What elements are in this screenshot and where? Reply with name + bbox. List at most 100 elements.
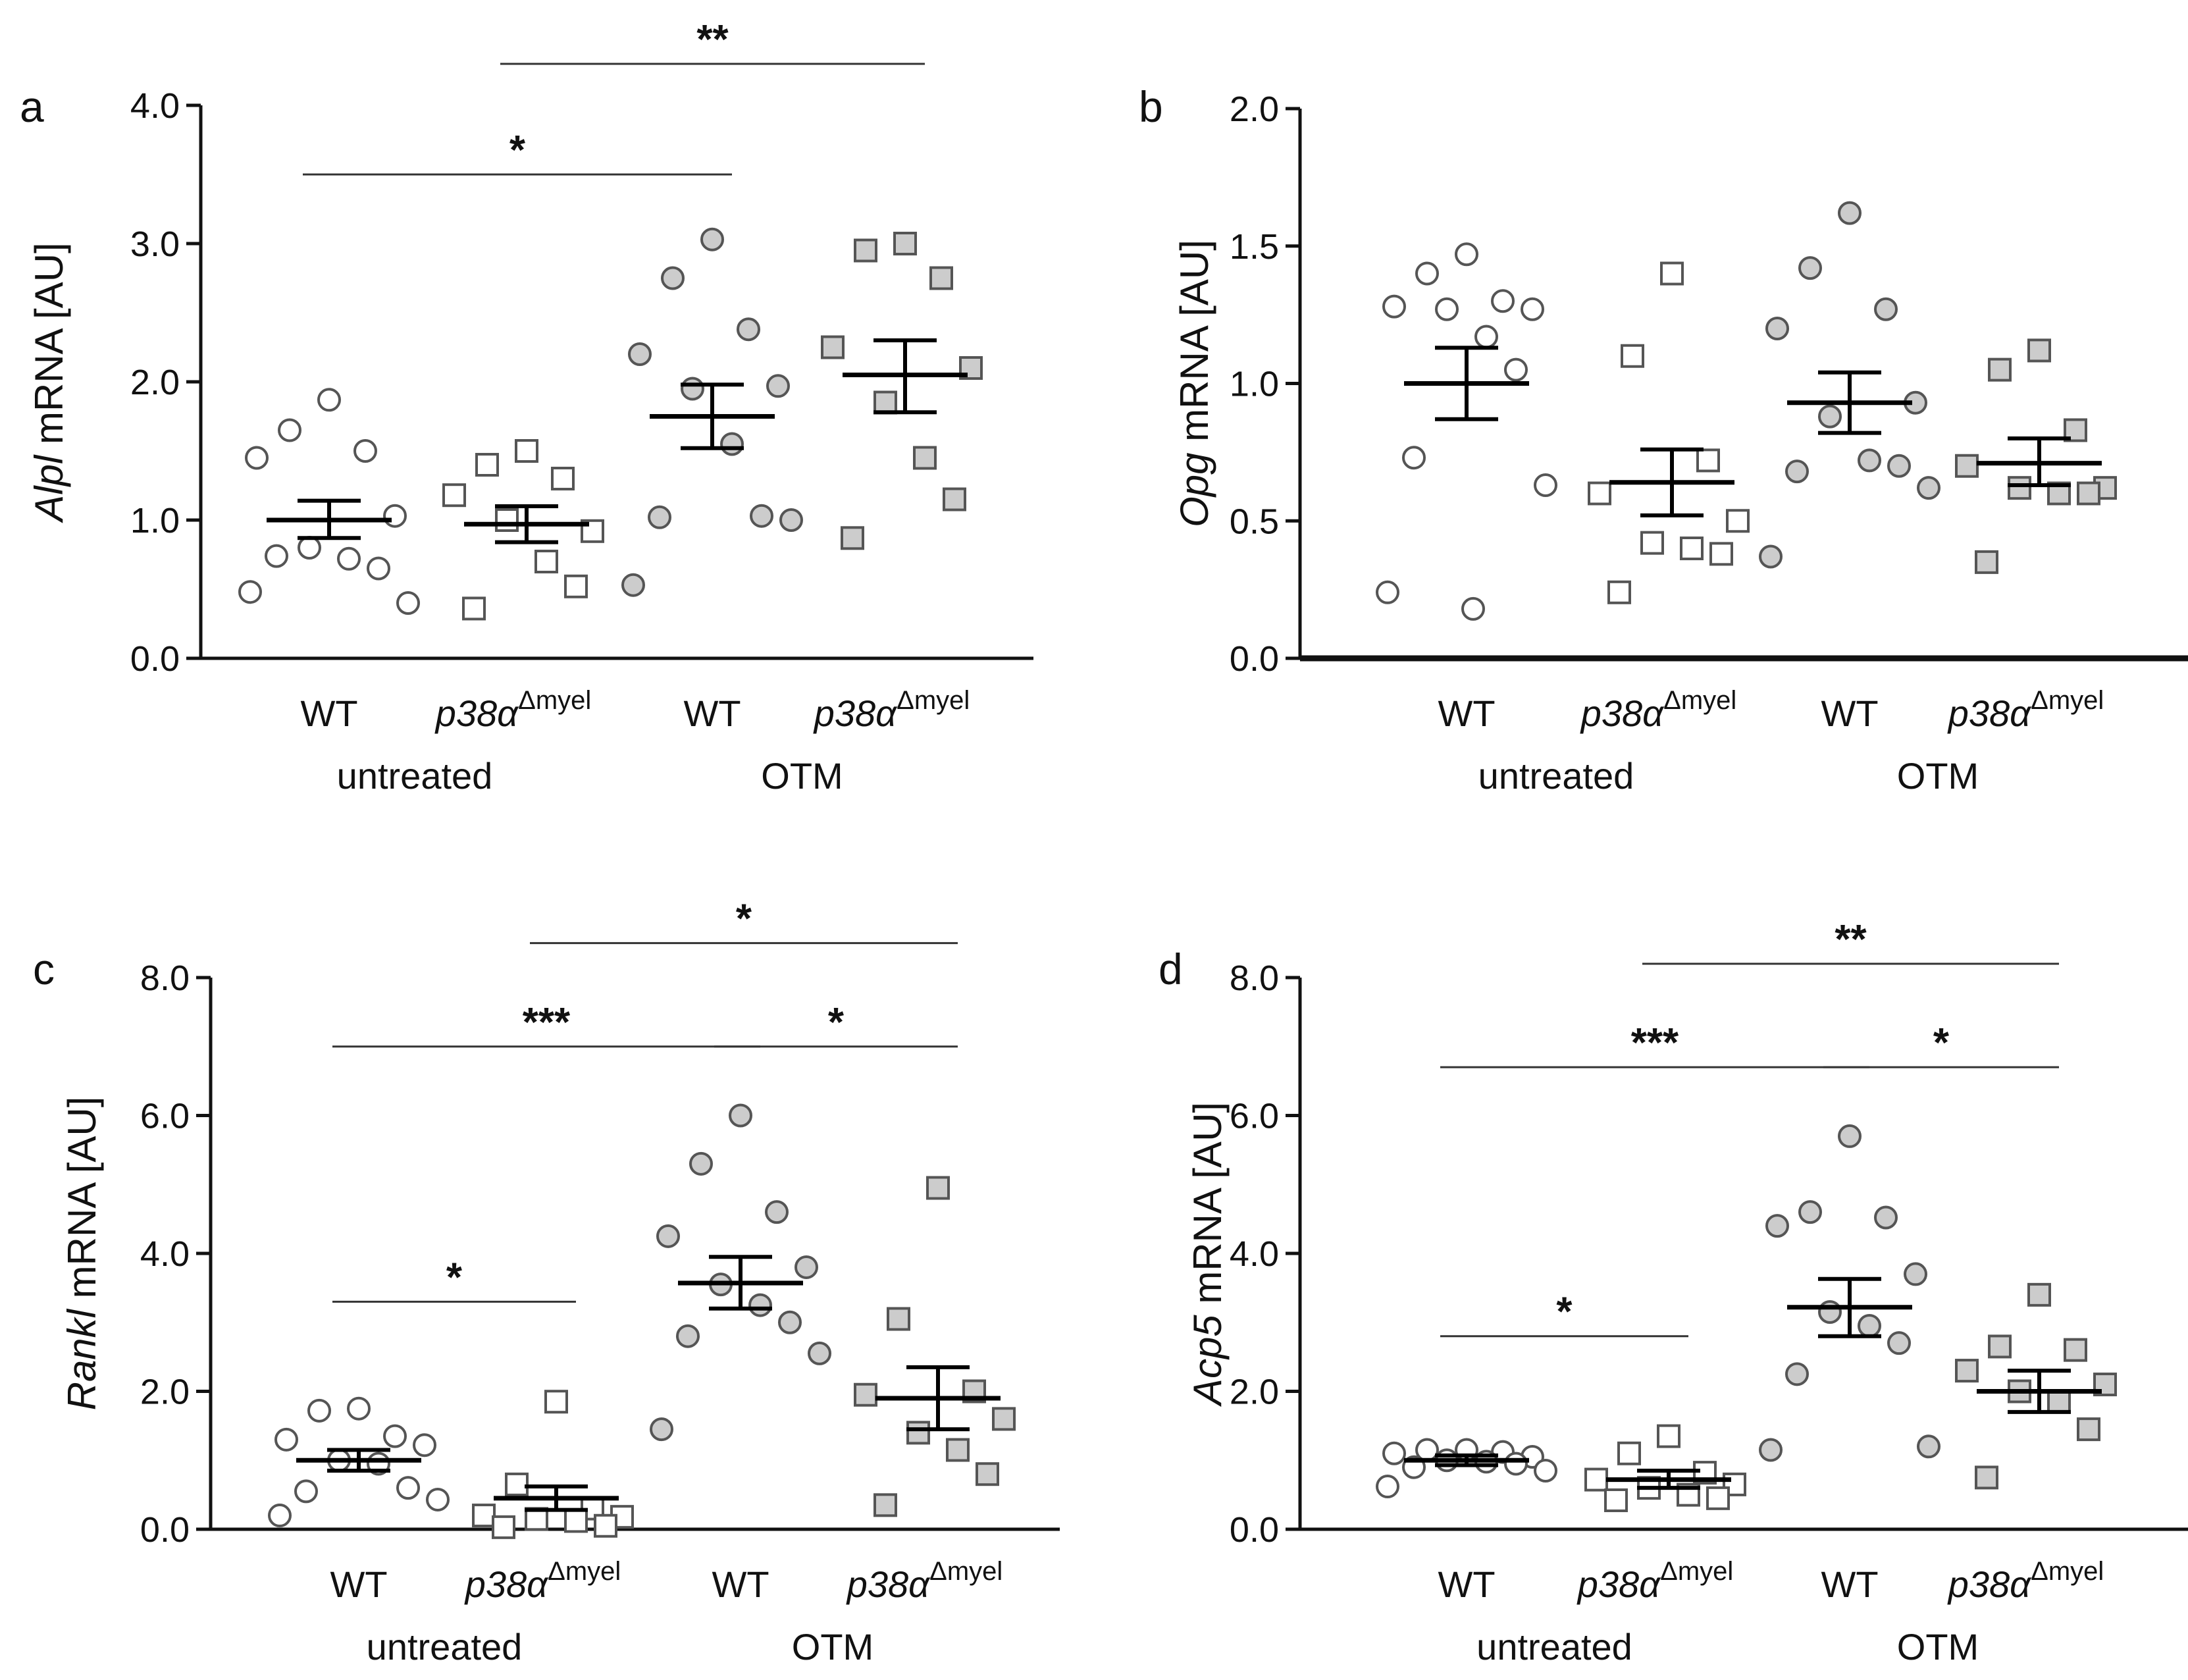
data-point xyxy=(1376,1475,1399,1499)
y-tick-label: 8.0 xyxy=(140,958,190,998)
x-category-label: WT xyxy=(330,1563,387,1605)
data-point xyxy=(873,1493,897,1517)
data-point xyxy=(621,573,645,597)
data-point xyxy=(779,508,803,532)
significance-label: *** xyxy=(523,1000,571,1045)
data-point xyxy=(551,467,575,490)
significance-label: * xyxy=(1933,1020,1950,1066)
data-point xyxy=(720,432,744,456)
x-group-label: OTM xyxy=(1897,1626,1979,1667)
data-point xyxy=(1838,201,1862,225)
data-point xyxy=(976,1462,999,1486)
data-point xyxy=(396,591,420,615)
data-point xyxy=(1696,448,1720,473)
data-point xyxy=(353,439,377,463)
data-point xyxy=(1474,325,1498,349)
data-point xyxy=(564,1509,588,1533)
data-point xyxy=(1521,297,1544,321)
data-point xyxy=(841,526,864,550)
y-tick-label: 6.0 xyxy=(140,1097,190,1136)
data-point xyxy=(766,374,790,398)
data-point xyxy=(1887,454,1911,478)
data-point xyxy=(1660,261,1684,286)
data-point xyxy=(700,227,724,251)
data-point xyxy=(1621,344,1644,368)
significance-label: * xyxy=(446,1255,463,1300)
data-point xyxy=(1955,1359,1979,1383)
data-point xyxy=(656,1224,680,1248)
data-point xyxy=(1858,448,1881,473)
y-tick-label: 0.0 xyxy=(1230,1510,1279,1550)
x-category-label: WT xyxy=(1821,693,1878,734)
data-point xyxy=(1838,1124,1862,1148)
data-point xyxy=(648,505,671,529)
data-point xyxy=(544,1390,568,1414)
data-point xyxy=(1604,1488,1628,1513)
data-point xyxy=(515,439,538,463)
y-tick-label: 4.0 xyxy=(1230,1234,1279,1274)
significance-label: * xyxy=(828,1000,845,1045)
data-point xyxy=(2064,1338,2087,1362)
panel-a: a 0.0 1.0 2.0 3.0 4.0 Alpl mRNA [AU] WT p38αΔmye… xyxy=(20,17,1033,797)
data-point xyxy=(1504,1452,1528,1476)
y-tick-label: 0.5 xyxy=(1230,502,1279,541)
x-category-label: WT xyxy=(300,693,357,734)
data-point xyxy=(854,238,877,263)
data-point xyxy=(1607,580,1631,604)
y-tick-label: 0.0 xyxy=(140,1510,190,1550)
data-point xyxy=(2027,338,2051,363)
data-point xyxy=(1640,531,1664,555)
data-point xyxy=(765,1200,789,1224)
data-point xyxy=(294,1479,318,1504)
data-point xyxy=(534,550,558,573)
data-point xyxy=(1818,1300,1842,1325)
data-point xyxy=(278,418,301,442)
data-point xyxy=(661,266,685,290)
data-point xyxy=(1657,1424,1680,1448)
data-point xyxy=(298,536,321,560)
significance-label: ** xyxy=(696,17,729,63)
y-tick-label: 6.0 xyxy=(1230,1097,1279,1136)
data-point xyxy=(347,1396,371,1421)
y-tick-label: 1.5 xyxy=(1230,227,1279,267)
data-point xyxy=(367,556,390,581)
x-category-label: WT xyxy=(1438,1563,1495,1605)
data-point xyxy=(1759,544,1783,569)
data-point xyxy=(926,1176,950,1200)
data-point xyxy=(317,388,341,412)
data-point xyxy=(1818,404,1842,429)
y-tick-label: 0.0 xyxy=(1230,639,1279,679)
data-point xyxy=(689,1151,713,1176)
y-tick-label: 2.0 xyxy=(130,363,180,402)
data-point xyxy=(1706,1486,1730,1510)
y-tick-label: 2.0 xyxy=(140,1373,190,1412)
x-category-label: p38αΔmyel xyxy=(434,686,592,734)
data-point xyxy=(426,1487,450,1511)
data-point xyxy=(913,446,937,470)
data-point xyxy=(650,1417,673,1442)
data-point xyxy=(1584,1467,1608,1492)
data-point xyxy=(1402,446,1426,470)
y-tick-label: 2.0 xyxy=(1230,1373,1279,1412)
data-point xyxy=(1588,481,1611,506)
data-point xyxy=(808,1341,831,1365)
x-group-label: untreated xyxy=(337,755,493,797)
data-point xyxy=(1785,1362,1809,1386)
data-point xyxy=(274,1427,298,1452)
x-category-label: p38αΔmyel xyxy=(846,1557,1003,1605)
significance-label: * xyxy=(509,128,526,173)
data-point xyxy=(893,232,917,255)
data-point xyxy=(1759,1438,1783,1462)
x-category-label: p38αΔmyel xyxy=(1580,686,1737,734)
data-point xyxy=(1415,261,1439,286)
data-point xyxy=(1709,542,1733,566)
significance-label: * xyxy=(1556,1290,1573,1335)
data-point xyxy=(1680,537,1704,560)
panel-letter: d xyxy=(1159,945,1183,993)
panel-letter: c xyxy=(33,945,55,993)
data-point xyxy=(1798,256,1822,280)
data-point xyxy=(505,1472,529,1496)
data-point xyxy=(821,335,845,359)
data-point xyxy=(337,546,361,571)
significance-label: ** xyxy=(1835,917,1867,962)
